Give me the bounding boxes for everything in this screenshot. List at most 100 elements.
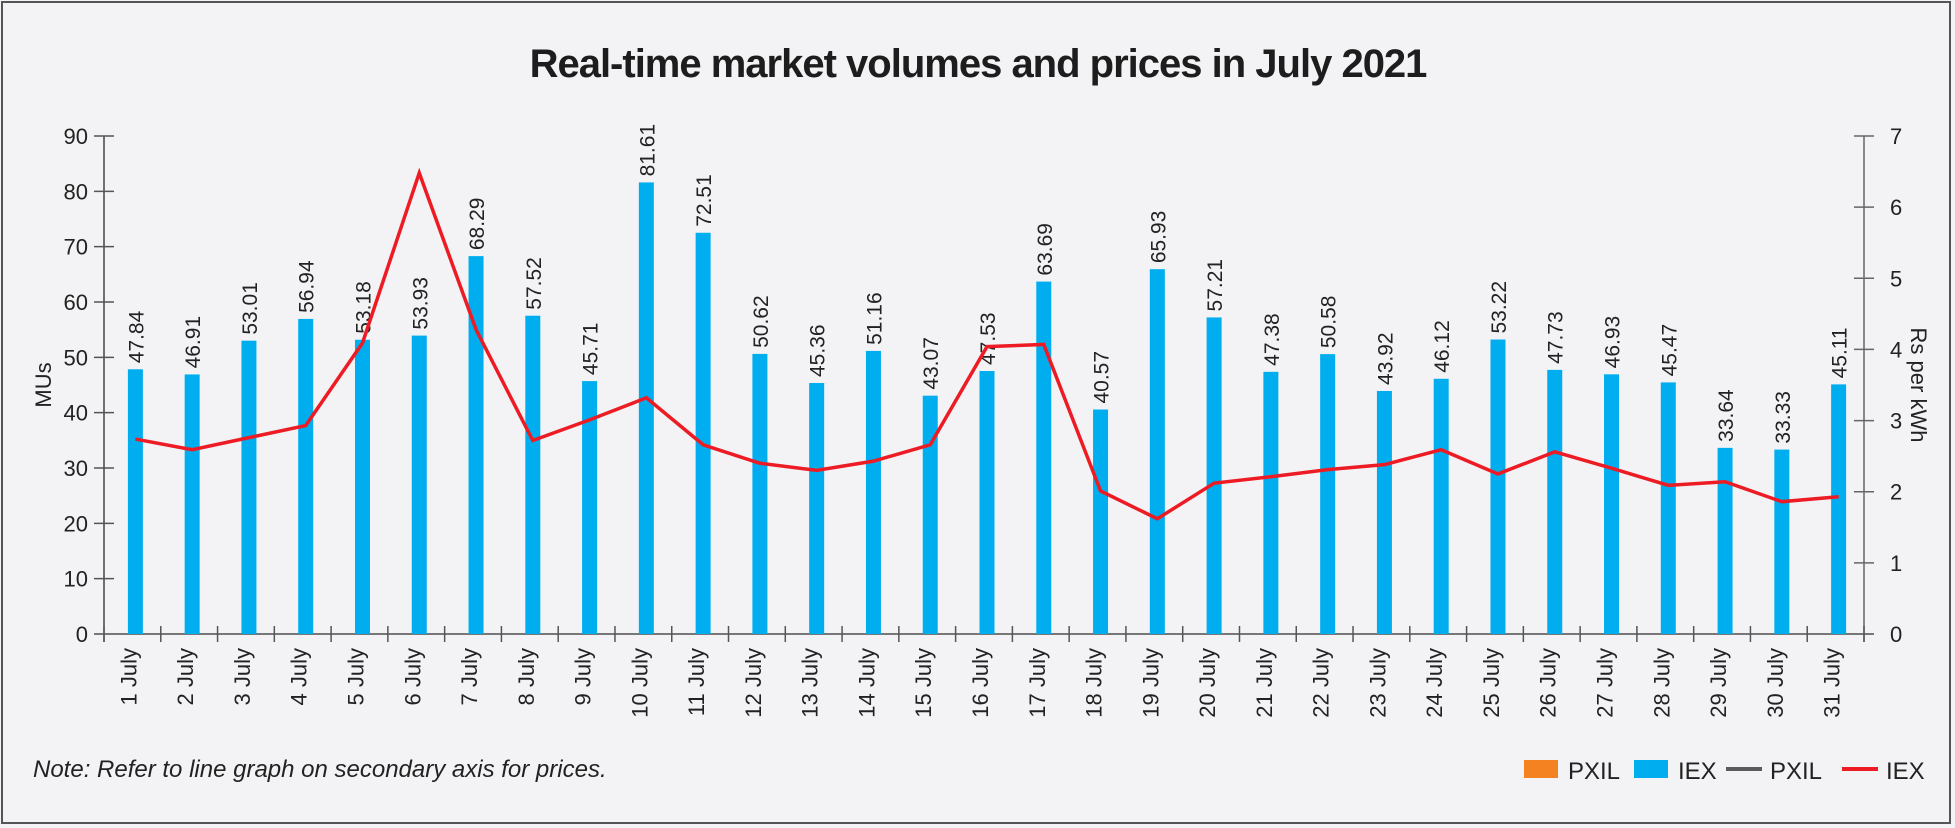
legend-swatch-pxil-bar xyxy=(1524,760,1558,778)
bar xyxy=(354,339,370,634)
x-tick-label: 2 July xyxy=(173,648,198,705)
bar-data-label: 46.12 xyxy=(1431,320,1454,373)
x-tick-label: 23 July xyxy=(1365,648,1390,718)
bar xyxy=(695,232,711,634)
bar xyxy=(525,315,541,634)
x-tick-label: 22 July xyxy=(1309,648,1334,718)
bar xyxy=(1660,382,1676,634)
bar xyxy=(1036,281,1052,634)
secondary-y-tick-label: 0 xyxy=(1890,622,1902,647)
secondary-y-tick-label: 4 xyxy=(1890,337,1902,362)
bar xyxy=(1490,339,1506,634)
primary-y-axis: 0 10 20 30 40 50 60 70 80 90 xyxy=(64,124,114,647)
bar-data-labels: 47.84 46.91 53.01 56.94 53.18 53.93 68.29 57.52… xyxy=(125,124,1851,444)
secondary-y-axis-title: Rs per kWh xyxy=(1906,328,1931,443)
bar xyxy=(241,340,257,634)
bar xyxy=(1376,390,1392,634)
x-axis: 1 July 2 July 3 July 4 July 5 July 6 July 7 Ju… xyxy=(94,626,1874,718)
primary-y-tick-label: 80 xyxy=(64,179,88,204)
bar xyxy=(582,381,598,634)
bar-data-label: 57.21 xyxy=(1204,259,1227,312)
bar-data-label: 33.33 xyxy=(1772,391,1795,444)
x-tick-label: 18 July xyxy=(1082,648,1107,718)
primary-y-tick-label: 20 xyxy=(64,511,88,536)
bar-data-label: 47.73 xyxy=(1545,311,1568,364)
bar xyxy=(922,395,938,634)
bar xyxy=(1093,409,1109,634)
x-tick-label: 25 July xyxy=(1479,648,1504,718)
bar-data-label: 45.47 xyxy=(1658,324,1681,377)
bar xyxy=(1547,369,1563,634)
x-tick-label: 3 July xyxy=(230,648,255,705)
legend-label: IEX xyxy=(1678,758,1717,785)
bar-data-label: 40.57 xyxy=(1091,351,1114,404)
bar xyxy=(411,335,427,634)
bar xyxy=(1433,378,1449,634)
x-tick-label: 21 July xyxy=(1252,648,1277,718)
bar xyxy=(1149,269,1165,634)
legend-label: PXIL xyxy=(1770,758,1822,785)
x-tick-label: 26 July xyxy=(1536,648,1561,718)
bar-data-label: 46.93 xyxy=(1602,316,1625,369)
bar-data-label: 56.94 xyxy=(296,260,319,313)
secondary-y-tick-label: 3 xyxy=(1890,409,1902,434)
primary-y-tick-label: 60 xyxy=(64,290,88,315)
chart: Real-time market volumes and prices in J… xyxy=(31,42,1931,785)
x-tick-label: 1 July xyxy=(116,648,141,705)
bar xyxy=(1774,449,1790,634)
bar-data-label: 72.51 xyxy=(693,174,716,227)
x-tick-label: 12 July xyxy=(741,648,766,718)
legend-label: IEX xyxy=(1886,758,1925,785)
bar xyxy=(184,374,200,634)
primary-y-tick-label: 40 xyxy=(64,401,88,426)
bar xyxy=(809,383,825,634)
x-tick-label: 8 July xyxy=(514,648,539,705)
secondary-y-tick-label: 7 xyxy=(1890,124,1902,149)
x-tick-label: 17 July xyxy=(1025,648,1050,718)
x-tick-label: 20 July xyxy=(1195,648,1220,718)
x-tick-label: 30 July xyxy=(1763,648,1788,718)
x-tick-label: 14 July xyxy=(854,648,879,718)
bar-data-label: 45.11 xyxy=(1829,327,1852,378)
x-tick-label: 27 July xyxy=(1593,648,1618,718)
x-tick-label: 19 July xyxy=(1138,648,1163,718)
bar-data-label: 45.71 xyxy=(580,323,603,376)
primary-y-tick-label: 90 xyxy=(64,124,88,149)
primary-y-tick-label: 0 xyxy=(76,622,88,647)
bar-data-label: 57.52 xyxy=(523,257,546,310)
x-tick-label: 6 July xyxy=(400,648,425,705)
x-tick-label: 11 July xyxy=(684,648,709,716)
x-tick-label: 5 July xyxy=(343,648,368,705)
x-tick-label: 9 July xyxy=(571,648,596,705)
bar xyxy=(468,256,484,634)
bar xyxy=(979,371,995,634)
bar-data-label: 53.01 xyxy=(239,282,262,335)
primary-y-tick-label: 50 xyxy=(64,345,88,370)
x-tick-label: 4 July xyxy=(287,648,312,705)
primary-y-tick-label: 70 xyxy=(64,235,88,260)
bar-data-label: 45.36 xyxy=(807,324,830,377)
x-tick-label: 24 July xyxy=(1422,648,1447,718)
secondary-y-axis: 0 1 2 3 4 5 6 7 xyxy=(1854,124,1902,647)
bar xyxy=(1717,447,1733,634)
chart-note: Note: Refer to line graph on secondary a… xyxy=(33,756,607,783)
bar-data-label: 46.91 xyxy=(182,316,205,369)
bar-data-label: 50.58 xyxy=(1318,296,1341,349)
chart-title: Real-time market volumes and prices in J… xyxy=(530,42,1428,86)
bar-data-label: 47.84 xyxy=(125,310,148,363)
secondary-y-tick-label: 5 xyxy=(1890,266,1902,291)
bar-series-iex xyxy=(127,182,1847,634)
bar-data-label: 43.92 xyxy=(1374,332,1397,385)
bar xyxy=(1831,384,1847,634)
bar xyxy=(127,369,143,634)
x-tick-label: 13 July xyxy=(798,648,823,718)
legend-label: PXIL xyxy=(1568,758,1620,785)
primary-y-tick-label: 10 xyxy=(64,567,88,592)
bar-data-label: 47.38 xyxy=(1261,313,1284,366)
x-tick-label: 15 July xyxy=(911,648,936,718)
secondary-y-tick-label: 6 xyxy=(1890,195,1902,220)
primary-y-axis-title: MUs xyxy=(31,362,56,407)
bar xyxy=(1263,371,1279,634)
bar xyxy=(752,353,768,634)
